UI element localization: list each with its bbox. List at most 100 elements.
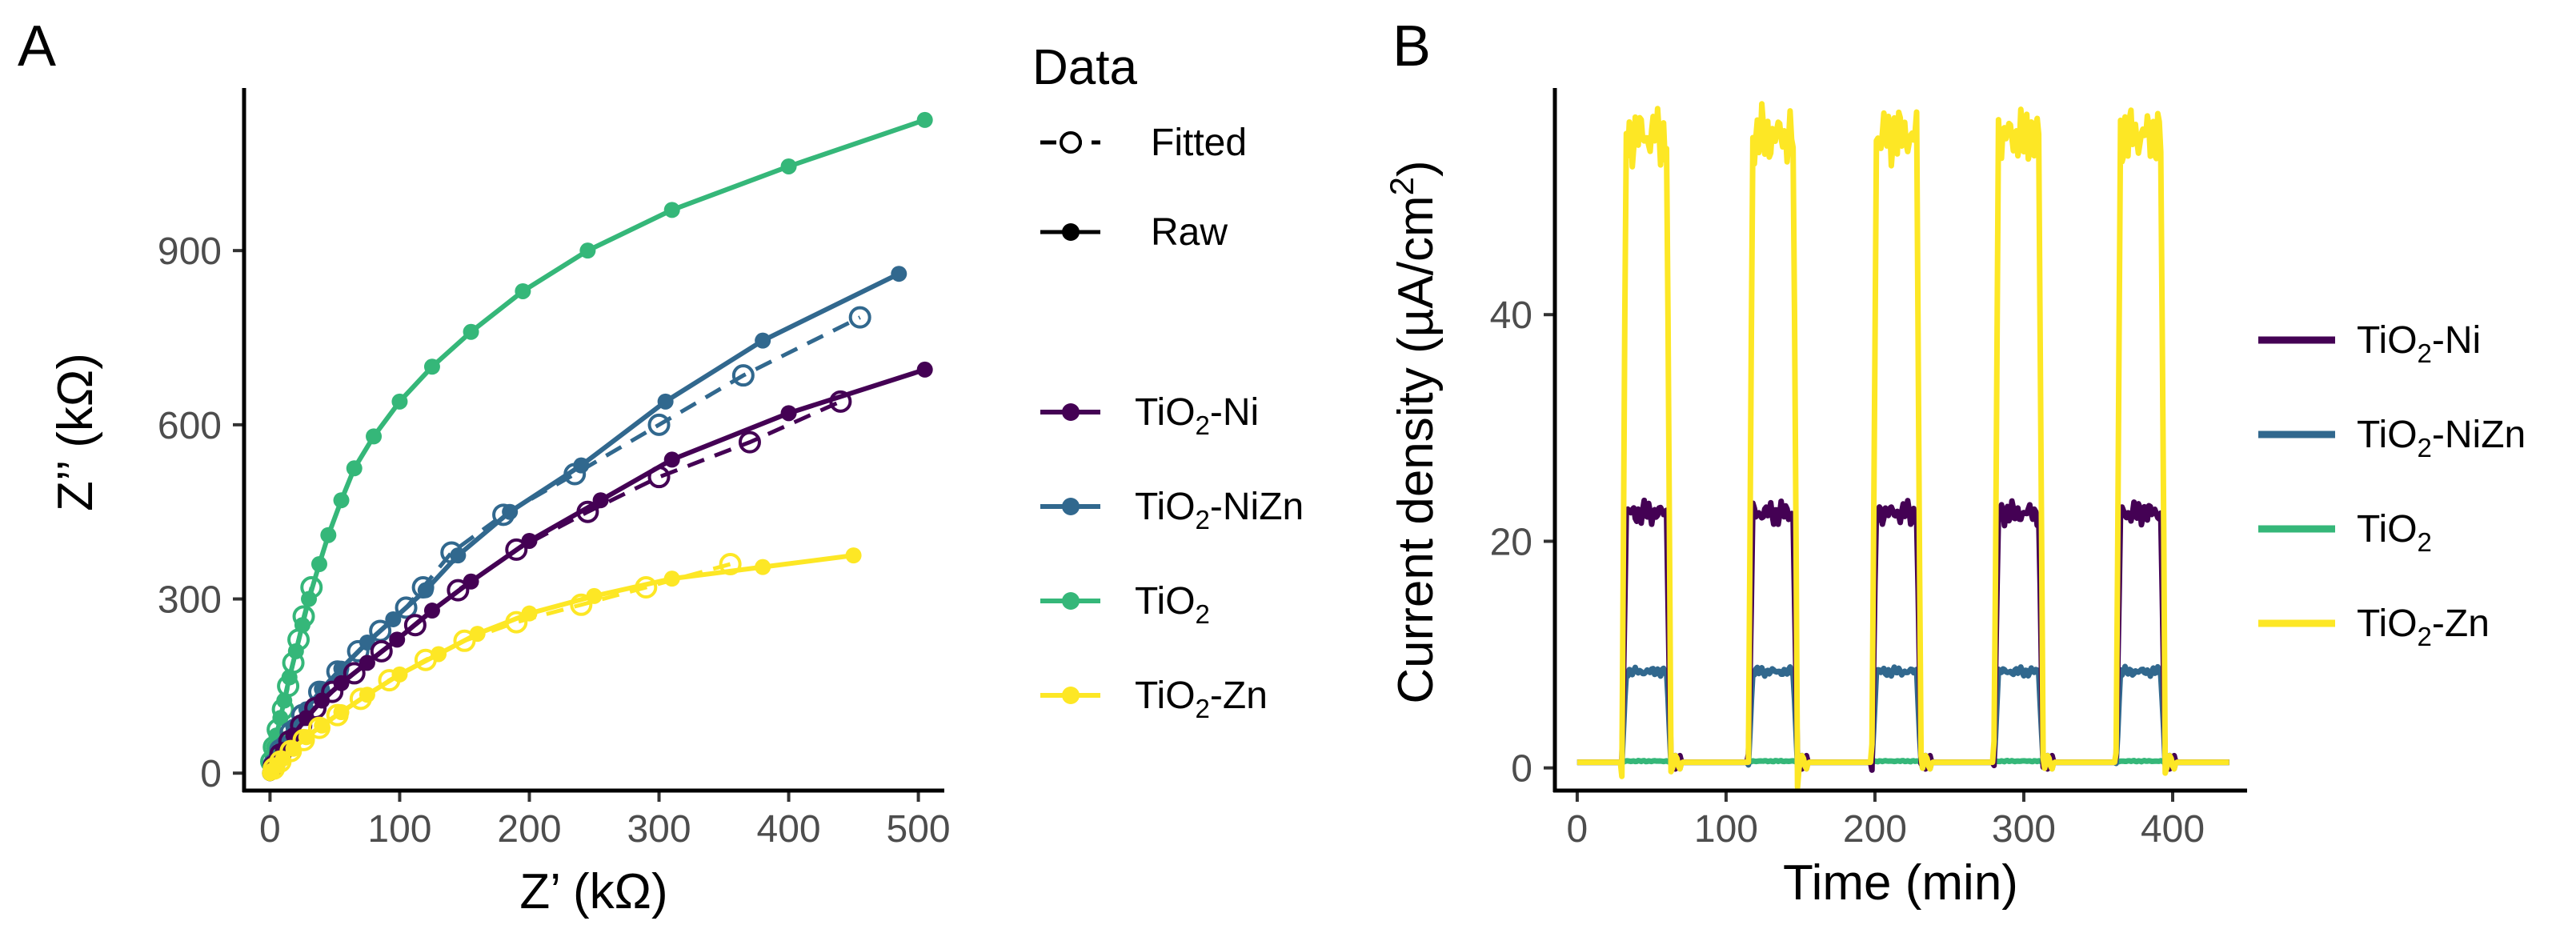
legend-b-TiO2-Zn: TiO2-Zn xyxy=(2258,603,2490,651)
raw-point xyxy=(281,669,298,686)
fitted-point xyxy=(403,614,427,637)
raw-point xyxy=(366,428,383,445)
raw-point xyxy=(423,358,440,375)
panel-b-y-tick-label: 0 xyxy=(1511,748,1532,791)
panel-a-plot: 0 100 200 300 400 500 0 300 600 900 xyxy=(158,88,951,851)
panel-b-y-axis-title-main: Current density (µA/cm xyxy=(1388,195,1444,703)
legend-sample-TiO2: TiO2 xyxy=(1040,580,1210,629)
line-TiO2-Ni xyxy=(1576,497,2231,773)
raw-point xyxy=(431,646,447,663)
raw-point xyxy=(891,266,907,282)
panel-label-b: B xyxy=(1392,14,1431,78)
raw-point xyxy=(586,587,603,604)
legend-sample-label: TiO2-Zn xyxy=(1135,675,1268,723)
raw-point xyxy=(385,611,402,627)
raw-point xyxy=(592,492,609,509)
panel-b-y-tick-label: 20 xyxy=(1490,521,1532,563)
raw-point xyxy=(521,532,538,549)
raw-point xyxy=(916,111,933,128)
panel-b-plot: 0 100 200 300 400 0 20 40 xyxy=(1490,88,2247,851)
raw-point xyxy=(333,704,350,721)
raw-point xyxy=(515,282,531,299)
raw-point xyxy=(294,617,310,634)
legend-data-label: Raw xyxy=(1151,211,1228,254)
raw-point xyxy=(359,687,375,703)
raw-point xyxy=(276,692,293,709)
raw-point xyxy=(573,457,590,474)
raw-point xyxy=(755,332,771,349)
raw-point xyxy=(389,631,406,648)
raw-point xyxy=(391,666,408,683)
panel-a-x-tick-label: 300 xyxy=(627,808,691,851)
series-TiO2-Zn xyxy=(262,547,862,782)
legend-b-TiO2: TiO2 xyxy=(2258,508,2432,557)
fitted-point xyxy=(647,413,671,436)
legend-b-TiO2-Ni: TiO2-Ni xyxy=(2258,319,2481,368)
fitted-point xyxy=(343,662,366,685)
panel-a-y-tick-label: 300 xyxy=(158,579,222,622)
raw-point xyxy=(463,323,479,340)
raw-point xyxy=(780,158,797,174)
fitted-point xyxy=(395,596,418,619)
panel-a-x-tick-label: 500 xyxy=(887,808,951,851)
legend-b-label: TiO2 xyxy=(2357,508,2432,557)
legend-key-point xyxy=(1062,687,1080,704)
legend-data-title: Data xyxy=(1032,40,1137,95)
fitted-point xyxy=(647,466,671,489)
legend-sample-label: TiO2-NiZn xyxy=(1135,486,1304,535)
series-TiO2-Ni xyxy=(262,361,933,782)
raw-point xyxy=(423,603,440,619)
fitted-point xyxy=(848,306,871,329)
raw-point xyxy=(298,729,314,746)
fitted-point xyxy=(505,611,528,634)
fitted-point xyxy=(370,639,393,663)
raw-point xyxy=(359,634,375,651)
legend-data-fitted: Fitted xyxy=(1040,122,1247,164)
panel-b-x-tick-label: 200 xyxy=(1843,808,1907,851)
raw-point xyxy=(663,451,680,468)
legend-b-label: TiO2-Zn xyxy=(2357,603,2490,651)
legend-key-point xyxy=(1060,131,1082,154)
raw-point xyxy=(663,202,680,218)
panel-label-a: A xyxy=(18,14,56,78)
raw-point xyxy=(301,591,318,607)
legend-b-TiO2-NiZn: TiO2-NiZn xyxy=(2258,414,2526,462)
raw-point xyxy=(320,527,337,543)
fitted-point xyxy=(321,680,344,703)
legend-sample-label: TiO2 xyxy=(1135,580,1210,629)
legend-sample-label: TiO2-Ni xyxy=(1135,391,1259,440)
raw-point xyxy=(463,573,479,590)
panel-b-x-tick-label: 300 xyxy=(1992,808,2056,851)
panel-a-y-tick-label: 900 xyxy=(158,230,222,273)
legend-key-point xyxy=(1062,498,1080,515)
legend-sample-TiO2-Ni: TiO2-Ni xyxy=(1040,391,1259,440)
legend-b-label: TiO2-NiZn xyxy=(2357,414,2526,462)
fitted-point xyxy=(570,593,593,616)
panel-b-x-axis-title: Time (min) xyxy=(1783,855,2018,911)
fitted-point xyxy=(347,639,370,663)
fitted-point xyxy=(738,430,761,454)
legend-sample-TiO2-NiZn: TiO2-NiZn xyxy=(1040,486,1304,535)
legend-data-label: Fitted xyxy=(1151,122,1247,164)
raw-point xyxy=(845,547,862,564)
panel-a-y-axis-title: Z’’ (kΩ) xyxy=(48,353,103,511)
panel-b-y-axis-title: Current density (µA/cm2) xyxy=(1383,160,1444,703)
panel-b-x-tick-label: 0 xyxy=(1567,808,1588,851)
panel-a-x-tick-label: 100 xyxy=(367,808,431,851)
raw-point xyxy=(285,740,302,757)
panel-b-x-tick-label: 100 xyxy=(1694,808,1758,851)
raw-point xyxy=(333,675,350,691)
raw-line-TiO2 xyxy=(267,118,926,774)
raw-point xyxy=(359,655,375,671)
fitted-line-TiO2-Zn xyxy=(272,562,731,771)
raw-line-TiO2-Ni xyxy=(267,367,926,775)
series-TiO2 xyxy=(260,111,933,782)
fitted-point xyxy=(635,576,658,599)
panel-a-y-tick-label: 0 xyxy=(200,753,222,795)
raw-point xyxy=(502,503,519,520)
fitted-point xyxy=(447,579,470,602)
raw-point xyxy=(391,393,408,410)
raw-point xyxy=(314,692,331,709)
raw-point xyxy=(521,605,538,622)
